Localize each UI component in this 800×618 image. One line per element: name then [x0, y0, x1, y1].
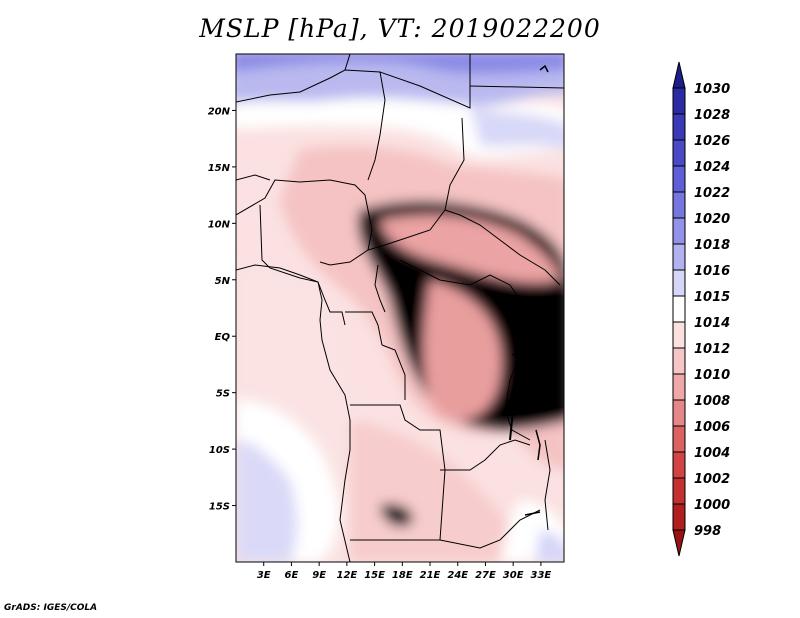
- colorbar-label: 1026: [694, 134, 730, 149]
- lat-label: 10N: [208, 219, 231, 230]
- colorbar-box: [672, 347, 686, 375]
- lon-label: 9E: [312, 570, 326, 581]
- colorbar-label: 1002: [694, 472, 730, 487]
- colorbar-label: 1000: [694, 498, 730, 513]
- colorbar-box: [672, 321, 686, 349]
- map-frame: [235, 53, 565, 563]
- lon-label: 15E: [364, 570, 385, 581]
- lon-label: 18E: [392, 570, 413, 581]
- colorbar-box: [672, 113, 686, 141]
- lat-label: 5S: [216, 389, 230, 400]
- colorbar-box: [672, 243, 686, 271]
- lon-label: 24E: [447, 570, 468, 581]
- lon-label: 6E: [285, 570, 299, 581]
- colorbar-box: [672, 477, 686, 505]
- lon-label: 30E: [503, 570, 524, 581]
- colorbar-label: 1015: [694, 290, 730, 305]
- lat-label: 15N: [208, 163, 231, 174]
- colorbar-box: [672, 503, 686, 531]
- colorbar-box: [672, 399, 686, 427]
- country-borders: [236, 54, 564, 562]
- lon-label: 33E: [531, 570, 552, 581]
- colorbar-label: 1020: [694, 212, 730, 227]
- grads-credit: GrADS: IGES/COLA: [4, 603, 98, 613]
- colorbar-label: 998: [694, 524, 721, 539]
- colorbar-box: [672, 295, 686, 323]
- colorbar-box: [672, 425, 686, 453]
- latitude-axis: 20N 15N 10N 5N EQ 5S 10S 15S: [208, 106, 236, 513]
- pressure-field: [236, 54, 564, 562]
- colorbar-label: 1024: [694, 160, 730, 175]
- colorbar-label: 1016: [694, 264, 730, 279]
- colorbar: 1030 1028 1026 1024 1022 1020 1018 1016 1015 1014…: [672, 61, 730, 557]
- colorbar-box: [672, 269, 686, 297]
- colorbar-box: [672, 165, 686, 193]
- colorbar-label: 1018: [694, 238, 730, 253]
- colorbar-label: 1014: [694, 316, 730, 331]
- colorbar-box: [672, 191, 686, 219]
- colorbar-label: 1008: [694, 394, 730, 409]
- colorbar-label: 1004: [694, 446, 730, 461]
- colorbar-bottom-arrow: [672, 529, 686, 557]
- lon-label: 27E: [475, 570, 496, 581]
- colorbar-label: 1028: [694, 108, 730, 123]
- colorbar-box: [672, 87, 686, 115]
- lat-label: 5N: [215, 276, 231, 287]
- colorbar-box: [672, 217, 686, 245]
- lat-label: 10S: [209, 445, 230, 456]
- lat-label: 15S: [209, 502, 230, 513]
- colorbar-label: 1022: [694, 186, 730, 201]
- chart-title: MSLP [hPa], VT: 2019022200: [199, 14, 601, 43]
- lon-label: 12E: [336, 570, 357, 581]
- colorbar-label: 1030: [694, 82, 730, 97]
- colorbar-label: 1010: [694, 368, 730, 383]
- colorbar-label: 1006: [694, 420, 730, 435]
- colorbar-box: [672, 373, 686, 401]
- lat-label: EQ: [215, 332, 231, 343]
- lon-label: 21E: [420, 570, 441, 581]
- colorbar-label: 1012: [694, 342, 730, 357]
- colorbar-box: [672, 451, 686, 479]
- lon-label: 3E: [257, 570, 271, 581]
- colorbar-box: [672, 139, 686, 167]
- lat-label: 20N: [208, 106, 231, 117]
- longitude-axis: 3E 6E 9E 12E 15E 18E 21E 24E 27E 30E 33E: [257, 562, 552, 581]
- colorbar-top-arrow: [672, 61, 686, 89]
